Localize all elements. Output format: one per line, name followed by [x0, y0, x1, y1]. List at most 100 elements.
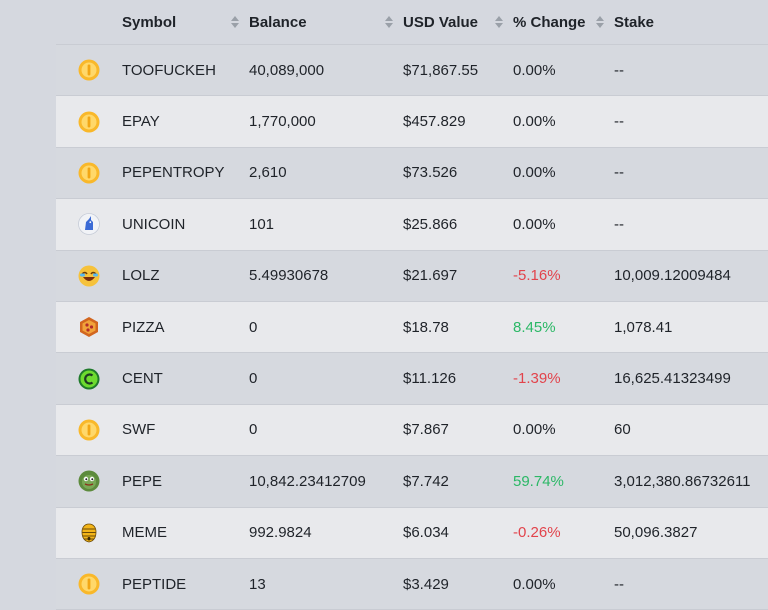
token-usd-value: $7.867: [403, 421, 449, 439]
token-balance: 0: [249, 370, 258, 388]
token-usd-value: $21.697: [403, 267, 458, 285]
table-body: TOOFUCKEH 40,089,000 $71,867.55 0.00% -- EPAY…: [56, 45, 768, 610]
token-symbol: MEME: [122, 524, 167, 542]
token-icon-cell: [56, 111, 122, 133]
frog-icon: [78, 470, 100, 492]
token-usd-value: $18.78: [403, 318, 449, 336]
token-icon-cell: [56, 573, 122, 595]
token-balance: 2,610: [249, 164, 287, 182]
laughing-face-icon: [78, 265, 100, 287]
token-symbol: SWF: [122, 421, 156, 439]
change-header-label: % Change: [513, 13, 586, 31]
token-percent-change: -0.26%: [513, 524, 561, 542]
sort-icon[interactable]: [495, 16, 503, 28]
token-stake: --: [614, 164, 624, 182]
token-stake: 3,012,380.86732611: [614, 472, 751, 490]
table-row[interactable]: LOLZ 5.49930678 $21.697 -5.16% 10,009.120094…: [56, 250, 768, 302]
token-percent-change: -5.16%: [513, 267, 561, 285]
token-balance: 40,089,000: [249, 61, 325, 79]
token-symbol: LOLZ: [122, 267, 160, 285]
token-symbol: UNICOIN: [122, 215, 186, 233]
token-percent-change: 0.00%: [513, 61, 556, 79]
token-percent-change: 59.74%: [513, 472, 564, 490]
token-symbol: TOOFUCKEH: [122, 61, 216, 79]
token-icon-cell: [56, 316, 122, 338]
token-percent-change: 0.00%: [513, 215, 556, 233]
sort-icon[interactable]: [385, 16, 393, 28]
token-stake: --: [614, 215, 624, 233]
token-balance: 992.9824: [249, 524, 312, 542]
table-row[interactable]: MEME 992.9824 $6.034 -0.26% 50,096.3827: [56, 507, 768, 559]
token-symbol: CENT: [122, 370, 163, 388]
balance-header-label: Balance: [249, 13, 307, 31]
symbol-header-label: Symbol: [122, 13, 177, 31]
token-percent-change: 0.00%: [513, 164, 556, 182]
table-row[interactable]: PEPE 10,842.23412709 $7.742 59.74% 3,012,380…: [56, 456, 768, 508]
token-balance: 1,770,000: [249, 113, 316, 131]
cent-icon: [78, 368, 100, 390]
stake-header: Stake: [614, 14, 768, 31]
token-usd-value: $457.829: [403, 113, 466, 131]
token-symbol: PEPE: [122, 472, 163, 490]
token-percent-change: 0.00%: [513, 421, 556, 439]
token-usd-value: $6.034: [403, 524, 449, 542]
beehive-icon: [78, 522, 100, 544]
table-row[interactable]: EPAY 1,770,000 $457.829 0.00% --: [56, 96, 768, 148]
token-icon-cell: [56, 419, 122, 441]
token-symbol: PEPTIDE: [122, 575, 187, 593]
sort-by-balance-header[interactable]: Balance: [249, 14, 403, 31]
token-balance: 13: [249, 575, 266, 593]
usd-value-header-label: USD Value: [403, 13, 479, 31]
token-percent-change: -1.39%: [513, 370, 561, 388]
token-balance: 10,842.23412709: [249, 472, 366, 490]
coin-icon: [78, 419, 100, 441]
coin-icon: [78, 162, 100, 184]
token-symbol: PEPENTROPY: [122, 164, 225, 182]
token-balance: 5.49930678: [249, 267, 329, 285]
token-percent-change: 0.00%: [513, 113, 556, 131]
token-icon-cell: [56, 470, 122, 492]
token-usd-value: $7.742: [403, 472, 449, 490]
token-stake: --: [614, 113, 624, 131]
table-row[interactable]: PEPTIDE 13 $3.429 0.00% --: [56, 558, 768, 610]
sort-by-symbol-header[interactable]: Symbol: [122, 14, 249, 31]
table-row[interactable]: SWF 0 $7.867 0.00% 60: [56, 404, 768, 457]
token-stake: --: [614, 61, 624, 79]
token-usd-value: $25.866: [403, 215, 458, 233]
stake-header-label: Stake: [614, 13, 655, 31]
token-balances-table: Symbol Balance USD Value % Change Stake …: [56, 0, 768, 610]
token-icon-cell: [56, 59, 122, 81]
table-row[interactable]: UNICOIN 101 $25.866 0.00% --: [56, 199, 768, 251]
table-header: Symbol Balance USD Value % Change Stake: [56, 0, 768, 45]
token-stake: 1,078.41: [614, 318, 673, 336]
token-icon-cell: [56, 522, 122, 544]
token-usd-value: $73.526: [403, 164, 458, 182]
token-balance: 101: [249, 215, 275, 233]
pizza-icon: [78, 316, 100, 338]
sort-by-change-header[interactable]: % Change: [513, 14, 614, 31]
token-stake: 50,096.3827: [614, 524, 698, 542]
token-percent-change: 0.00%: [513, 575, 556, 593]
token-percent-change: 8.45%: [513, 318, 556, 336]
table-row[interactable]: TOOFUCKEH 40,089,000 $71,867.55 0.00% --: [56, 45, 768, 97]
sort-icon[interactable]: [596, 16, 604, 28]
coin-icon: [78, 59, 100, 81]
token-stake: 60: [614, 421, 631, 439]
table-row[interactable]: PIZZA 0 $18.78 8.45% 1,078.41: [56, 301, 768, 354]
token-stake: 16,625.41323499: [614, 370, 731, 388]
unicorn-icon: [78, 213, 100, 236]
sort-by-usd-value-header[interactable]: USD Value: [403, 14, 513, 31]
token-usd-value: $71,867.55: [403, 61, 479, 79]
token-usd-value: $3.429: [403, 575, 449, 593]
sort-icon[interactable]: [231, 16, 239, 28]
token-balance: 0: [249, 421, 258, 439]
token-icon-cell: [56, 368, 122, 390]
token-stake: 10,009.12009484: [614, 267, 731, 285]
token-symbol: EPAY: [122, 113, 160, 131]
token-icon-cell: [56, 213, 122, 236]
token-symbol: PIZZA: [122, 318, 165, 336]
token-icon-cell: [56, 265, 122, 287]
table-row[interactable]: CENT 0 $11.126 -1.39% 16,625.41323499: [56, 353, 768, 405]
table-row[interactable]: PEPENTROPY 2,610 $73.526 0.00% --: [56, 147, 768, 200]
token-balance: 0: [249, 318, 258, 336]
